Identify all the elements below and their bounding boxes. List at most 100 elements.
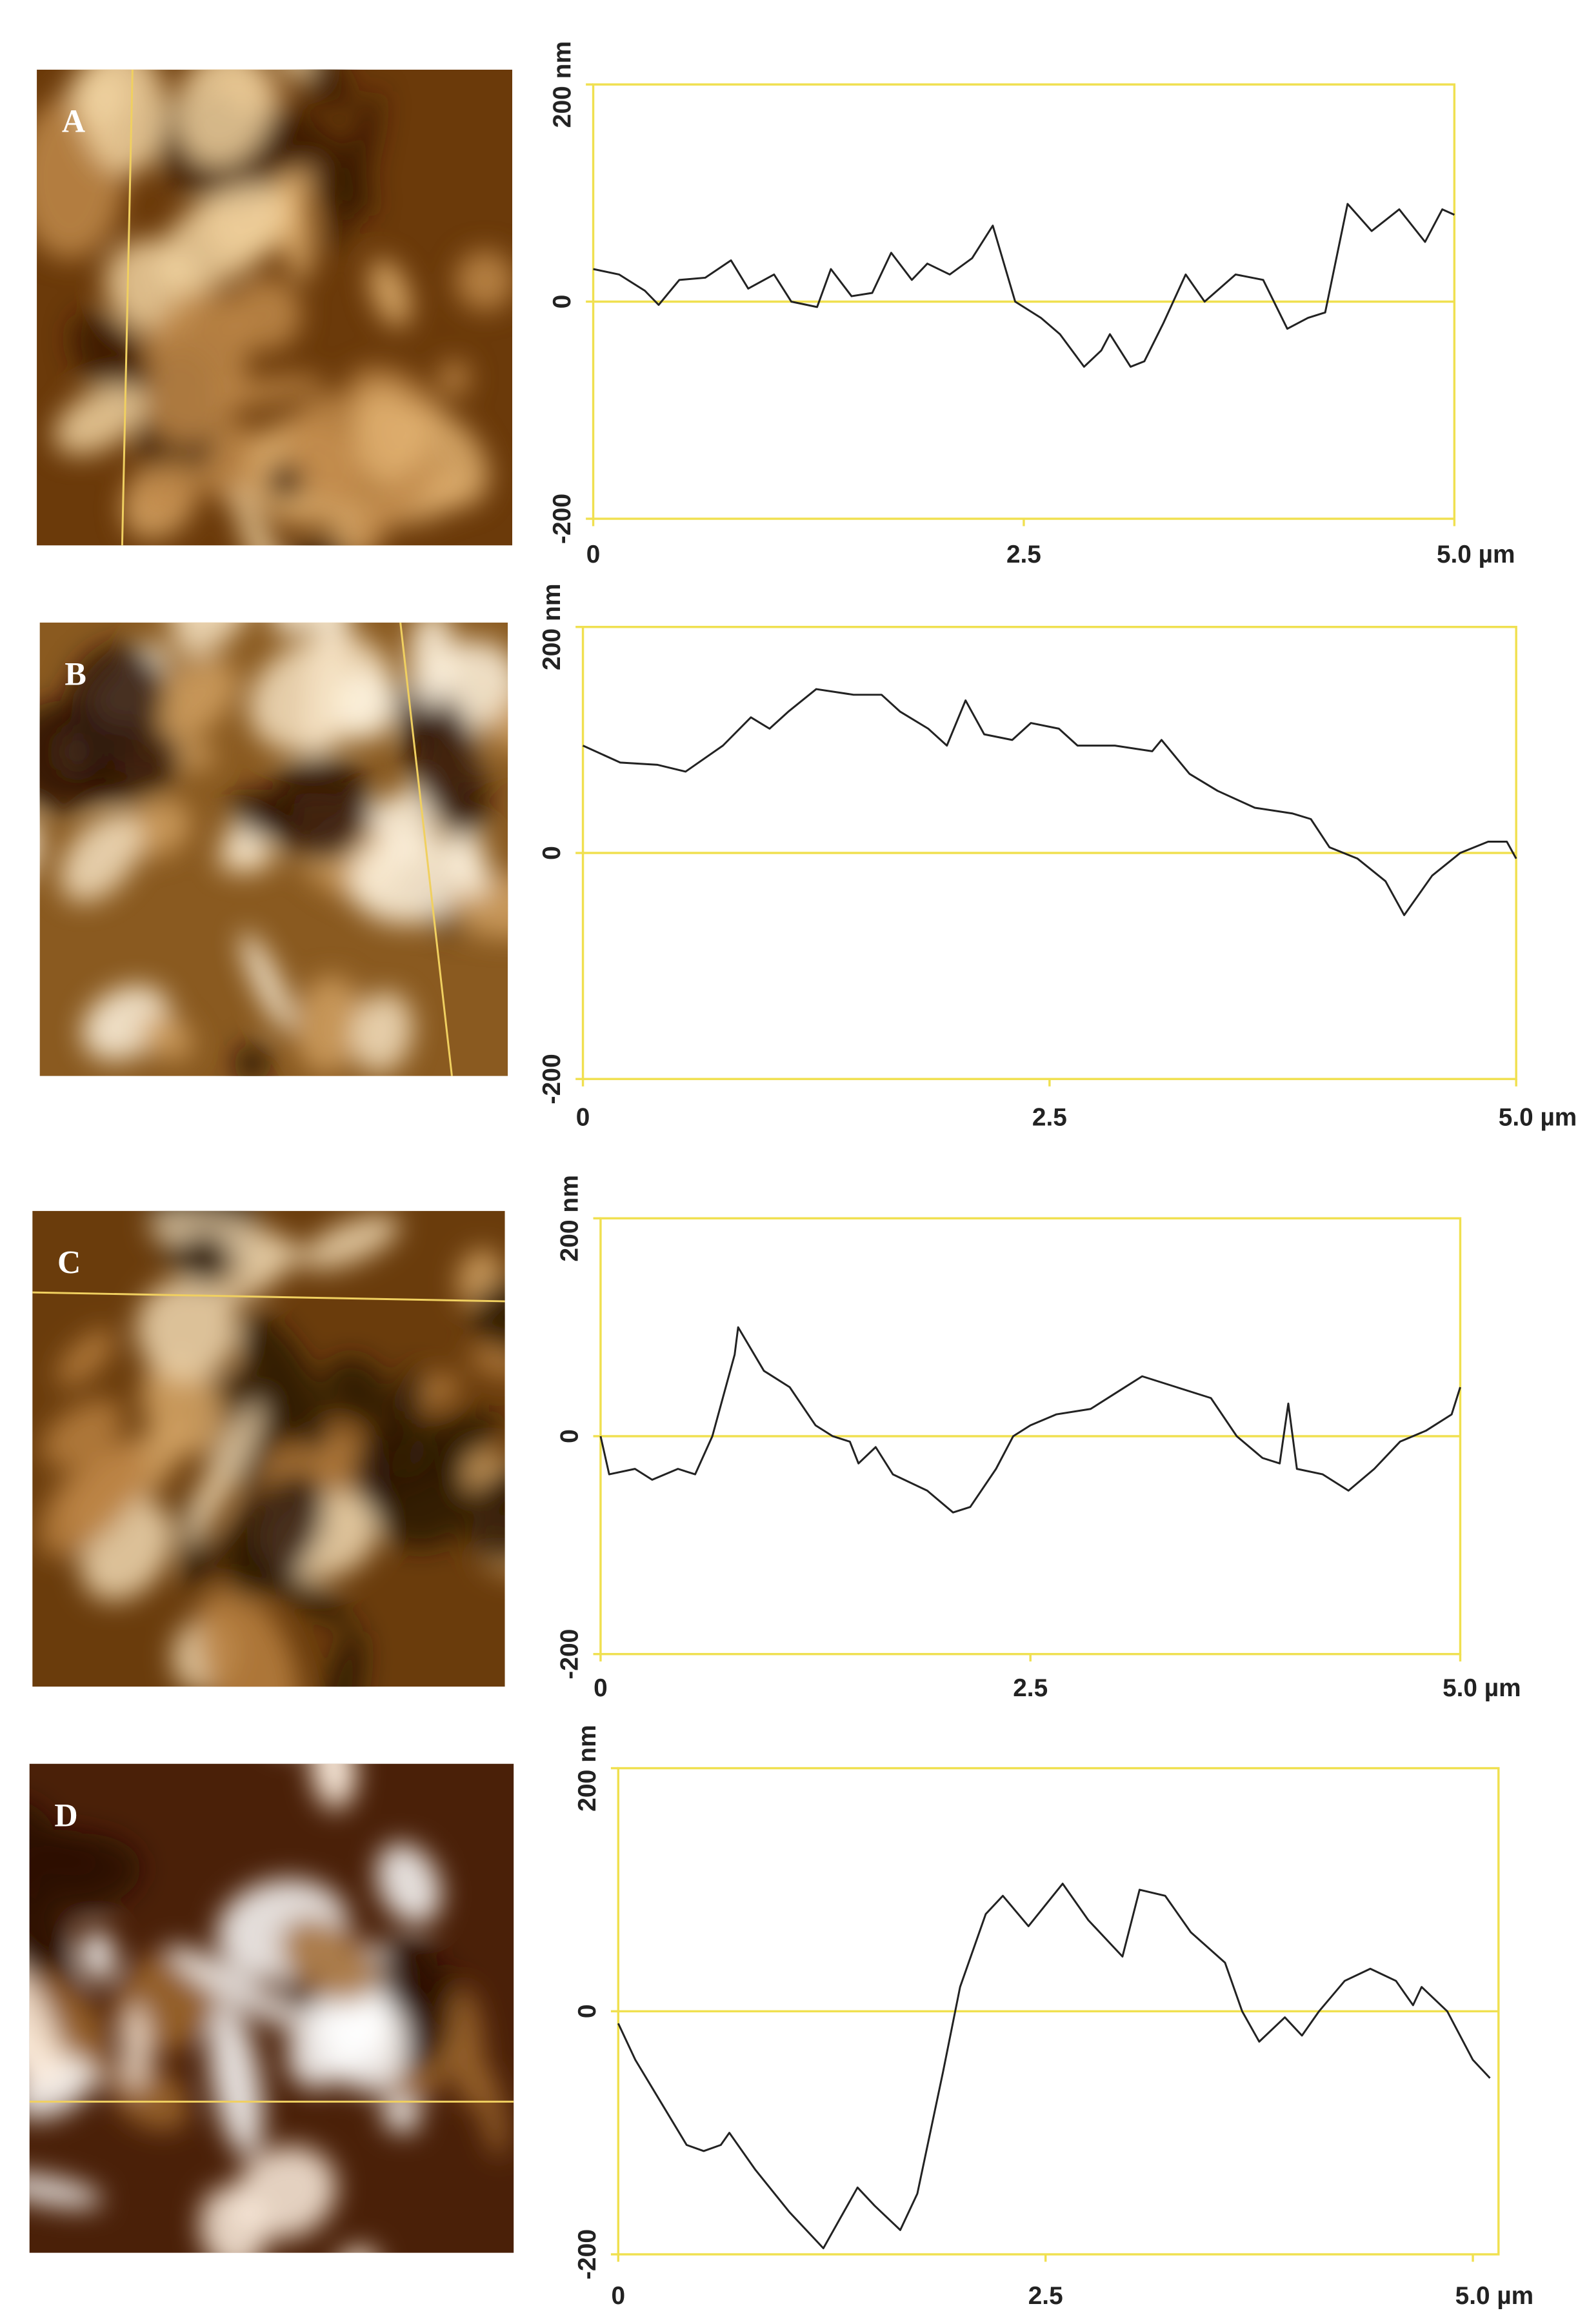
afm-blob — [280, 171, 314, 282]
afm-blob — [60, 813, 142, 902]
afm-blob — [138, 1014, 194, 1059]
afm-blob — [376, 1843, 442, 1925]
afm-blob — [157, 183, 286, 292]
profile-line — [593, 203, 1455, 368]
panel-label: D — [54, 1797, 77, 1833]
afm-blob — [455, 250, 513, 311]
panel-label: A — [62, 103, 85, 139]
afm-blob — [324, 1357, 390, 1425]
afm-blob — [351, 1423, 470, 1549]
afm-blob — [54, 384, 147, 455]
afm-blob — [0, 1933, 19, 1979]
afm-image — [39, 622, 508, 1076]
panel-label: C — [57, 1244, 81, 1280]
afm-blob — [379, 1941, 421, 2016]
y-tick-label: 200 nm — [538, 583, 566, 670]
afm-blob — [41, 1829, 100, 1877]
profile-line — [599, 1326, 1461, 1514]
afm-blob — [79, 1930, 116, 1982]
x-tick-label: 2.5 — [1013, 1674, 1048, 1702]
afm-blob — [477, 2063, 507, 2158]
afm-blob — [80, 725, 182, 805]
afm-blob — [382, 2096, 420, 2133]
afm-blob — [327, 90, 381, 254]
afm-blob — [239, 1314, 330, 1453]
profile-line — [617, 1883, 1491, 2250]
afm-blob — [493, 693, 508, 753]
scan-line — [32, 1291, 505, 1303]
scan-line — [399, 622, 453, 1076]
x-tick-label: 5.0 µm — [1499, 1104, 1577, 1132]
y-tick-label: -200 — [574, 2229, 601, 2279]
afm-blob — [141, 1359, 226, 1456]
y-tick-label: -200 — [538, 1054, 566, 1104]
afm-blob — [234, 2146, 337, 2239]
afm-blob — [295, 976, 363, 1074]
afm-blob — [224, 1471, 326, 1600]
afm-blob — [228, 277, 302, 351]
afm-blob — [208, 2002, 263, 2157]
afm-blob — [232, 485, 299, 546]
afm-blob — [463, 1461, 505, 1565]
afm-blob — [269, 69, 352, 110]
afm-blob — [136, 1277, 239, 1381]
afm-blob — [175, 1232, 232, 1285]
afm-blob — [38, 1441, 148, 1558]
x-tick-label: 0 — [586, 541, 601, 568]
afm-blob — [29, 2173, 103, 2207]
afm-blob — [401, 679, 489, 837]
afm-blob — [278, 1916, 378, 2004]
x-tick-label: 0 — [576, 1104, 590, 1132]
afm-blob — [302, 1214, 400, 1270]
afm-blob — [312, 1119, 386, 1189]
afm-image — [32, 1119, 505, 1687]
afm-texture — [0, 1763, 507, 2253]
afm-blob — [268, 754, 373, 862]
afm-texture — [39, 622, 508, 1076]
afm-texture — [37, 69, 513, 546]
afm-blob — [469, 1346, 505, 1377]
afm-blob — [29, 1949, 63, 2090]
x-tick-label: 2.5 — [1028, 2282, 1063, 2310]
x-tick-label: 0 — [612, 2282, 626, 2310]
y-tick-label: -200 — [556, 1629, 584, 1679]
x-tick-label: 5.0 µm — [1437, 541, 1515, 568]
afm-blob — [349, 834, 475, 924]
y-tick-label: 200 nm — [574, 1725, 601, 1812]
afm-image — [0, 1763, 514, 2253]
afm-blob — [335, 669, 398, 741]
x-tick-label: 2.5 — [1032, 1104, 1067, 1132]
afm-image — [37, 69, 513, 546]
afm-blob — [41, 1399, 124, 1467]
y-tick-label: -200 — [548, 494, 576, 544]
y-tick-label: 200 nm — [548, 41, 576, 128]
afm-blob — [196, 1586, 300, 1687]
afm-blob — [168, 1945, 296, 2027]
x-tick-label: 0 — [594, 1674, 608, 1702]
x-tick-label: 5.0 µm — [1455, 2282, 1533, 2310]
panel-label: B — [65, 656, 86, 692]
afm-blob — [172, 622, 259, 657]
afm-blob — [353, 388, 423, 488]
y-tick-label: 200 nm — [556, 1175, 584, 1262]
x-tick-label: 5.0 µm — [1443, 1674, 1521, 1702]
afm-blob — [175, 69, 273, 167]
y-tick-label: 0 — [548, 295, 576, 309]
y-tick-label: 0 — [574, 2004, 601, 2018]
afm-blob — [149, 1212, 305, 1268]
scan-line — [121, 69, 134, 546]
afm-blob — [122, 2003, 148, 2092]
afm-blob — [408, 622, 455, 709]
afm-blob — [217, 843, 275, 872]
x-tick-label: 2.5 — [1006, 541, 1041, 568]
afm-blob — [350, 457, 441, 546]
afm-blob — [369, 259, 412, 327]
afm-blob — [70, 312, 151, 401]
afm-blob — [78, 69, 168, 175]
afm-blob — [310, 1763, 357, 1810]
afm-texture — [38, 1119, 505, 1687]
afm-blob — [352, 992, 414, 1073]
afm-blob — [265, 463, 305, 500]
